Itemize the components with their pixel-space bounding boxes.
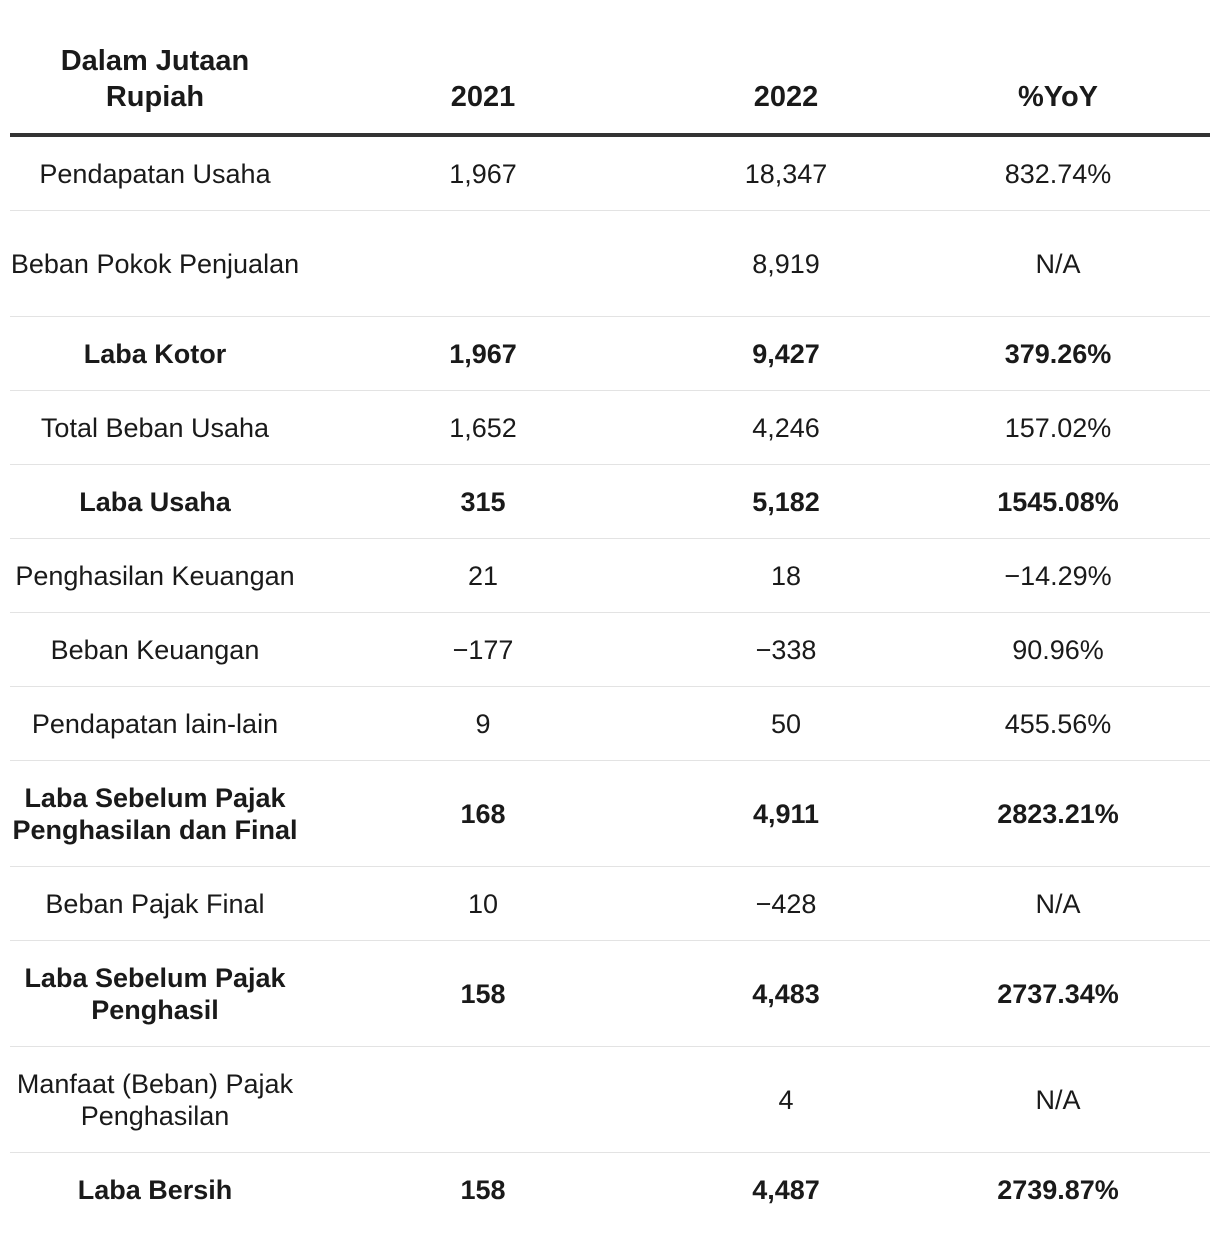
row-value-2022: 4,911: [752, 798, 820, 829]
row-value-2022: 4,487: [752, 1175, 820, 1205]
row-value-yoy: 2739.87%: [997, 1175, 1119, 1205]
row-value-2021: 1,652: [449, 412, 517, 443]
row-value-yoy: −14.29%: [1004, 560, 1112, 591]
row-value-2021: 21: [467, 560, 499, 591]
header-label: Dalam Jutaan Rupiah: [60, 45, 250, 113]
row-label: Laba Kotor: [83, 338, 227, 369]
row-value-2022: 18,347: [744, 158, 828, 189]
row-label: Beban Keuangan: [50, 634, 260, 665]
row-value-2022: 9,427: [752, 338, 820, 369]
row-value-yoy: 2737.34%: [997, 978, 1119, 1009]
row-value-yoy: 2823.21%: [997, 798, 1119, 829]
row-label: Beban Pajak Final: [45, 888, 265, 919]
row-label: Laba Usaha: [79, 486, 231, 517]
table-row-laba-bersih: Laba Bersih 158 4,487 2739.87%: [10, 1153, 1210, 1227]
table-row-total-beban-usaha: Total Beban Usaha 1,652 4,246 157.02%: [10, 391, 1210, 465]
row-value-2021: 168: [460, 798, 506, 829]
row-value-yoy: 1545.08%: [997, 486, 1119, 517]
header-2022: 2022: [753, 81, 819, 113]
row-value-2021: 158: [460, 978, 506, 1009]
row-value-2022: 8,919: [752, 248, 820, 279]
row-value-2022: 4,246: [752, 412, 820, 443]
table-row-beban-pokok-penjualan: Beban Pokok Penjualan 8,919 N/A: [10, 211, 1210, 317]
table-row-laba-usaha: Laba Usaha 315 5,182 1545.08%: [10, 465, 1210, 539]
row-value-2021: 9: [475, 708, 491, 739]
row-value-yoy: 379.26%: [1004, 338, 1112, 369]
table-header: Dalam Jutaan Rupiah 2021 2022 %YoY: [10, 0, 1210, 137]
row-value-2021: −177: [452, 634, 514, 665]
row-value-2021: 315: [460, 486, 506, 517]
row-value-2022: −428: [755, 888, 817, 919]
table-row-laba-sebelum-pajak-penghasil: Laba Sebelum Pajak Penghasil 158 4,483 2…: [10, 941, 1210, 1047]
table-row-penghasilan-keuangan: Penghasilan Keuangan 21 18 −14.29%: [10, 539, 1210, 613]
row-value-yoy: 832.74%: [1004, 158, 1112, 189]
row-value-yoy: 455.56%: [1004, 708, 1112, 739]
header-yoy: %YoY: [1017, 81, 1099, 113]
table-row-manfaat-beban-pajak-penghasilan: Manfaat (Beban) Pajak Penghasilan 4 N/A: [10, 1047, 1210, 1153]
row-value-yoy: 90.96%: [1012, 634, 1104, 665]
row-label: Manfaat (Beban) Pajak Penghasilan: [16, 1068, 294, 1131]
table-row-pendapatan-usaha: Pendapatan Usaha 1,967 18,347 832.74%: [10, 137, 1210, 211]
table-row-laba-sebelum-pajak-penghasilan-dan-final: Laba Sebelum Pajak Penghasilan dan Final…: [10, 761, 1210, 867]
row-value-2021: 158: [460, 1175, 506, 1205]
row-label: Laba Bersih: [77, 1175, 233, 1205]
header-2021: 2021: [450, 81, 516, 113]
row-value-2022: 4: [778, 1084, 794, 1115]
row-label: Laba Sebelum Pajak Penghasilan dan Final: [12, 782, 298, 845]
table-row-beban-keuangan: Beban Keuangan −177 −338 90.96%: [10, 613, 1210, 687]
row-label: Pendapatan Usaha: [39, 158, 271, 189]
row-value-2021: 10: [467, 888, 499, 919]
row-label: Laba Sebelum Pajak Penghasil: [24, 962, 286, 1025]
row-label: Penghasilan Keuangan: [15, 560, 295, 591]
row-value-2022: 4,483: [752, 978, 820, 1009]
row-value-yoy: 157.02%: [1004, 412, 1112, 443]
row-label: Pendapatan lain-lain: [31, 708, 279, 739]
table-row-beban-pajak-final: Beban Pajak Final 10 −428 N/A: [10, 867, 1210, 941]
row-value-2021: 1,967: [449, 338, 517, 369]
row-label: Beban Pokok Penjualan: [10, 248, 300, 279]
row-value-2022: 5,182: [752, 486, 820, 517]
row-value-yoy: N/A: [1035, 1084, 1081, 1115]
row-label: Total Beban Usaha: [40, 412, 270, 443]
row-value-2022: 50: [770, 708, 802, 739]
income-statement-table: Dalam Jutaan Rupiah 2021 2022 %YoY Penda…: [10, 0, 1210, 1227]
table-row-pendapatan-lain-lain: Pendapatan lain-lain 9 50 455.56%: [10, 687, 1210, 761]
row-value-2021: 1,967: [449, 158, 517, 189]
row-value-2022: 18: [770, 560, 802, 591]
row-value-2022: −338: [755, 634, 817, 665]
row-value-yoy: N/A: [1035, 888, 1081, 919]
row-value-yoy: N/A: [1035, 248, 1081, 279]
table-row-laba-kotor: Laba Kotor 1,967 9,427 379.26%: [10, 317, 1210, 391]
